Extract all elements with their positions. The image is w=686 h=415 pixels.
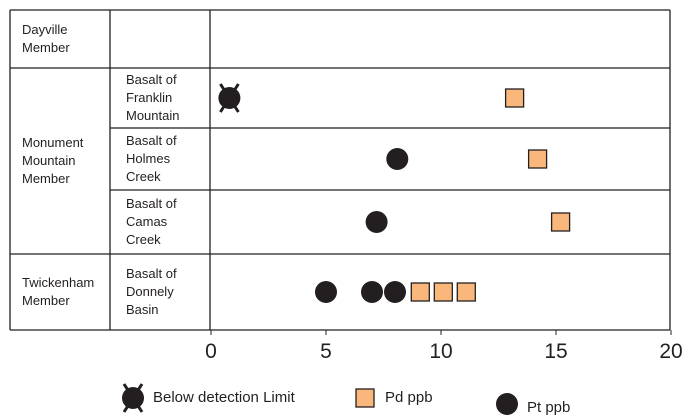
member-label: Twickenham Member <box>22 275 95 308</box>
pt-point <box>384 281 406 303</box>
pd-point <box>550 212 571 232</box>
marker-x <box>219 83 240 113</box>
pd-point <box>527 149 548 169</box>
legend-marker <box>355 388 375 408</box>
unit-label: Basalt of Franklin Mountain <box>126 72 180 123</box>
pt-point <box>365 211 388 233</box>
member-label: Monument Mountain Member <box>22 135 84 186</box>
marker-x <box>122 383 144 413</box>
pd-point <box>410 282 430 302</box>
member-label: Dayville Member <box>22 22 70 55</box>
legend-label: Pt ppb <box>527 399 570 415</box>
pd-point <box>433 282 453 302</box>
unit-label: Basalt of Holmes Creek <box>126 133 177 184</box>
unit-label: Basalt of Donnely Basin <box>126 266 177 317</box>
x-tick-label: 15 <box>544 340 567 363</box>
x-tick-label: 0 <box>205 340 217 363</box>
pd-point <box>504 88 525 108</box>
below-detection-point <box>218 83 241 113</box>
legend-marker <box>496 393 518 415</box>
x-tick-label: 10 <box>429 340 452 363</box>
x-tick-label: 5 <box>320 340 332 363</box>
pt-point <box>315 281 337 303</box>
pt-point <box>361 281 383 303</box>
pt-point <box>386 148 409 170</box>
pd-point <box>456 282 476 302</box>
unit-label: Basalt of Camas Creek <box>126 196 177 247</box>
x-tick-label: 20 <box>659 340 682 363</box>
legend-label: Pd ppb <box>385 389 433 406</box>
legend-marker <box>122 383 144 413</box>
legend-label: Below detection Limit <box>153 389 296 406</box>
